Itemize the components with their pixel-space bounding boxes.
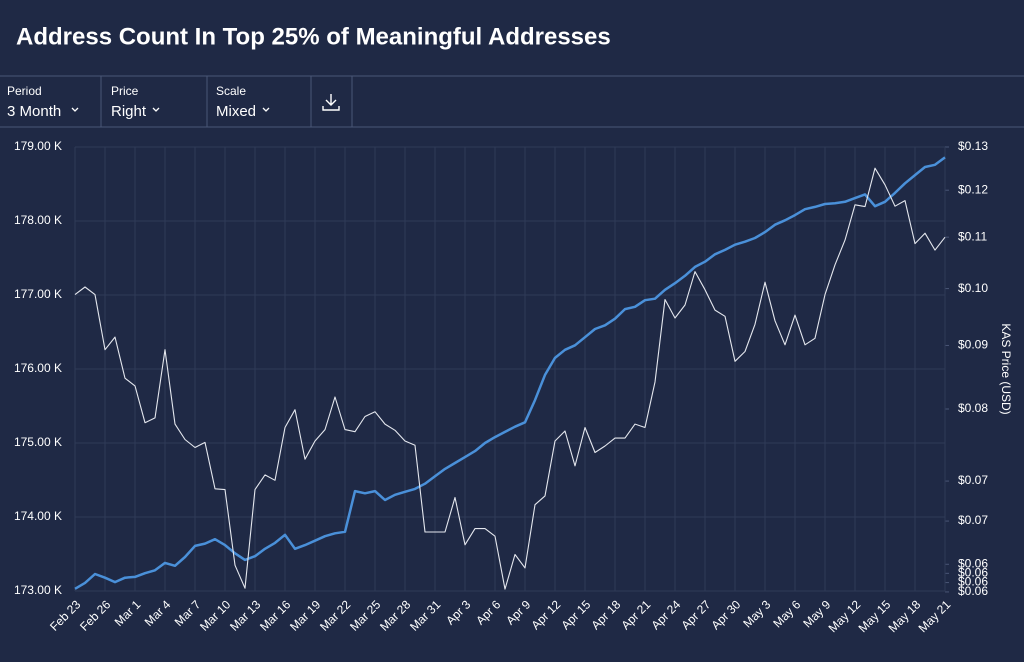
y2-tick-label: $0.13 [958,139,988,153]
download-icon [322,94,340,111]
period-control[interactable]: Period 3 Month [7,84,79,120]
y2-tick-label: $0.06 [958,556,988,570]
control-label: Scale [216,84,246,98]
y2-tick-label: $0.12 [958,182,988,196]
chevron [262,107,270,112]
control-value: 3 Month [7,103,61,120]
y2-tick-label: $0.08 [958,401,988,415]
control-label: Price [111,84,139,98]
y2-axis-label: KAS Price (USD) [999,323,1013,414]
line [74,156,946,590]
y2-tick-label: $0.11 [958,229,987,243]
download-button[interactable] [322,94,340,111]
y-tick-label: 177.00 K [14,287,62,301]
y2-tick-label: $0.06 [958,566,988,580]
scale-control[interactable]: Scale Mixed [216,84,270,120]
chevron [71,107,79,112]
control-value: Mixed [216,103,256,120]
control-value: Right [111,103,147,120]
price-control[interactable]: Price Right [111,84,160,120]
line [74,167,946,590]
y2-tick-label: $0.06 [958,584,988,598]
y-tick-label: 173.00 K [14,583,62,597]
y2-tick-label: $0.06 [958,575,988,589]
control-label: Period [7,84,42,98]
y-tick-label: 175.00 K [14,435,62,449]
y2-tick-label: $0.09 [958,338,988,352]
chart-title: Address Count In Top 25% of Meaningful A… [16,23,611,50]
y-tick-label: 174.00 K [14,509,62,523]
y2-tick-label: $0.07 [958,473,988,487]
chevron [152,107,160,112]
y2-tick-label: $0.07 [958,513,988,527]
y2-tick-label: $0.10 [958,281,988,295]
y-tick-label: 176.00 K [14,361,62,375]
y-tick-label: 179.00 K [14,139,62,153]
y-tick-label: 178.00 K [14,213,62,227]
